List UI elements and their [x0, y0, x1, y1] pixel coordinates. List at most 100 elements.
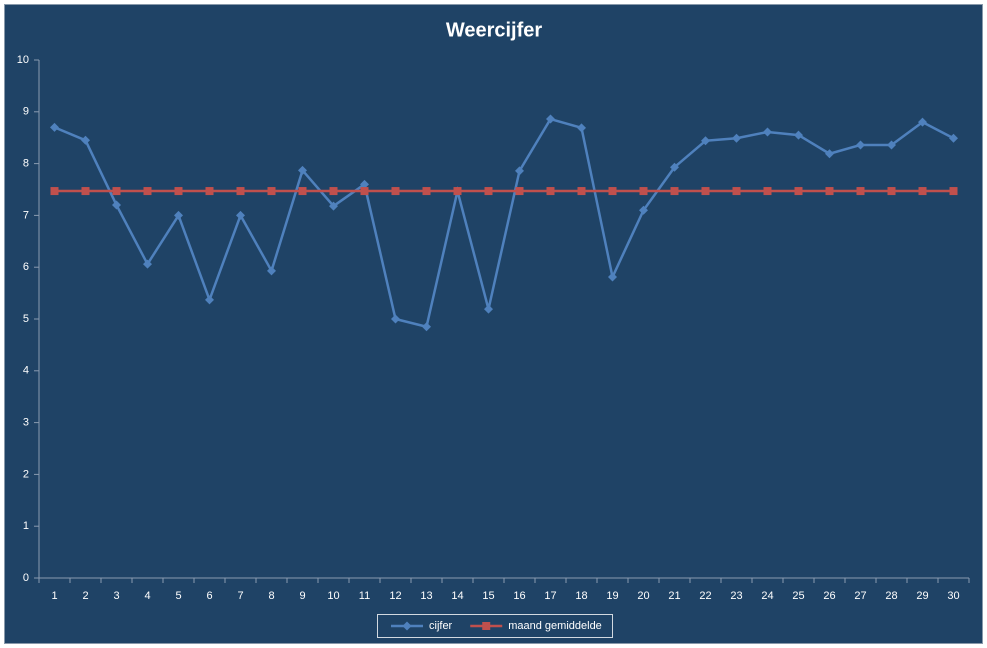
x-tick-label: 4: [144, 590, 150, 602]
data-point: [515, 187, 524, 196]
data-point: [298, 165, 307, 175]
x-tick-label: 11: [359, 590, 370, 602]
data-point: [81, 187, 90, 196]
data-point: [918, 117, 927, 127]
data-point: [949, 187, 958, 196]
x-tick-label: 12: [389, 590, 401, 602]
legend-label: maand gemiddelde: [508, 620, 602, 632]
x-tick-label: 30: [947, 590, 959, 602]
data-point: [577, 187, 586, 196]
x-tick-label: 25: [792, 590, 804, 602]
legend-marker: [482, 622, 491, 630]
x-tick-label: 15: [482, 590, 494, 602]
data-point: [577, 123, 586, 133]
data-point: [701, 187, 710, 196]
data-point: [608, 272, 617, 282]
data-point: [81, 135, 90, 145]
data-point: [670, 187, 679, 196]
x-tick-label: 16: [513, 590, 525, 602]
x-tick-label: 14: [451, 590, 463, 602]
data-point: [515, 166, 524, 176]
data-point: [763, 187, 772, 196]
data-point: [546, 187, 555, 196]
data-point: [112, 187, 121, 196]
data-point: [701, 136, 710, 146]
x-tick-label: 20: [637, 590, 649, 602]
data-point: [236, 187, 245, 196]
x-tick-label: 26: [823, 590, 835, 602]
data-point: [639, 187, 648, 196]
data-point: [236, 210, 245, 220]
data-point: [360, 187, 369, 196]
x-tick-label: 28: [885, 590, 897, 602]
data-point: [453, 187, 462, 196]
data-point: [143, 259, 152, 269]
y-tick-label: 0: [23, 572, 29, 584]
y-tick-label: 8: [23, 158, 29, 170]
x-tick-label: 21: [668, 590, 680, 602]
data-point: [329, 187, 338, 196]
data-point: [639, 205, 648, 215]
x-tick-label: 2: [82, 590, 88, 602]
data-point: [856, 140, 865, 150]
x-tick-label: 10: [327, 590, 339, 602]
data-point: [484, 304, 493, 314]
data-point: [546, 114, 555, 124]
x-tick-label: 23: [730, 590, 742, 602]
data-point: [794, 187, 803, 196]
x-tick-label: 13: [420, 590, 432, 602]
data-point: [856, 187, 865, 196]
y-tick-label: 3: [23, 417, 29, 429]
x-tick-label: 5: [175, 590, 181, 602]
data-point: [422, 187, 431, 196]
x-tick-label: 7: [237, 590, 243, 602]
y-tick-label: 1: [23, 520, 29, 532]
data-point: [112, 200, 121, 210]
data-point: [143, 187, 152, 196]
data-point: [391, 314, 400, 324]
data-point: [267, 266, 276, 276]
chart-title: Weercijfer: [446, 19, 543, 41]
y-tick-label: 9: [23, 106, 29, 118]
x-tick-label: 22: [699, 590, 711, 602]
data-point: [50, 187, 59, 196]
data-point: [205, 187, 214, 196]
data-point: [918, 187, 927, 196]
x-tick-label: 9: [299, 590, 305, 602]
data-point: [949, 133, 958, 143]
data-point: [205, 295, 214, 305]
x-tick-label: 18: [575, 590, 587, 602]
data-point: [825, 187, 834, 196]
data-point: [608, 187, 617, 196]
data-point: [329, 201, 338, 211]
x-tick-label: 6: [206, 590, 212, 602]
x-tick-label: 27: [854, 590, 866, 602]
y-tick-label: 2: [23, 468, 29, 480]
data-point: [794, 130, 803, 140]
data-point: [174, 187, 183, 196]
data-point: [50, 122, 59, 132]
x-tick-label: 8: [268, 590, 274, 602]
series-line: [54, 117, 955, 329]
data-point: [887, 187, 896, 196]
x-tick-label: 24: [761, 590, 773, 602]
data-point: [422, 322, 431, 332]
y-tick-label: 4: [23, 365, 29, 377]
legend-label: cijfer: [429, 620, 453, 632]
data-point: [484, 187, 493, 196]
data-point: [732, 187, 741, 196]
data-point: [267, 187, 276, 196]
y-tick-label: 6: [23, 261, 29, 273]
legend-marker: [402, 621, 412, 631]
x-tick-label: 1: [51, 590, 57, 602]
data-point: [670, 162, 679, 172]
x-tick-label: 17: [544, 590, 556, 602]
x-tick-label: 29: [916, 590, 928, 602]
y-tick-label: 10: [17, 54, 29, 66]
legend: cijfer maand gemiddelde: [377, 614, 613, 638]
data-point: [763, 127, 772, 137]
y-tick-label: 7: [23, 209, 29, 221]
chart-background: [4, 4, 983, 644]
data-point: [825, 149, 834, 159]
